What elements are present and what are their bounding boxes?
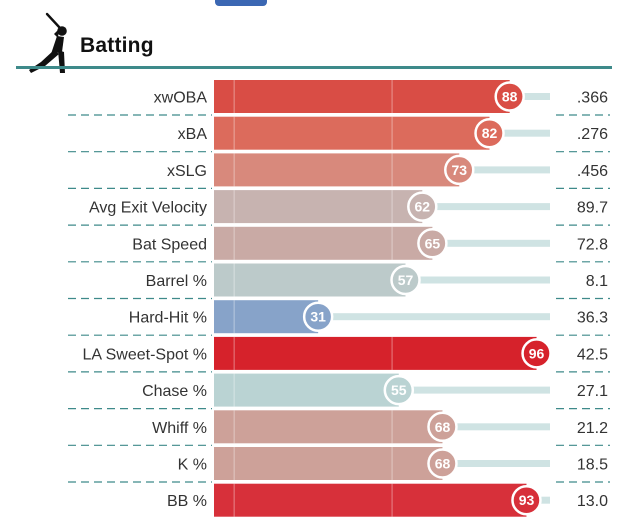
metric-value: .276 (577, 126, 608, 143)
percentile-label: 88 (502, 89, 518, 105)
percentile-label: 68 (435, 456, 451, 472)
metric-label: Avg Exit Velocity (89, 200, 207, 217)
section-title: Batting (80, 34, 154, 57)
percentile-marker (427, 448, 458, 479)
percentile-marker (474, 117, 505, 149)
percentile-label: 82 (482, 125, 498, 141)
track-bar (442, 460, 550, 467)
metric-value: .366 (577, 90, 608, 107)
percentile-marker (494, 81, 525, 112)
percentile-label: 55 (391, 382, 407, 398)
percentile-marker (383, 374, 415, 406)
percentile-bar (214, 153, 460, 187)
track-bar (398, 386, 550, 394)
metric-value: 18.5 (577, 457, 608, 474)
metric-label: xBA (178, 126, 208, 143)
percentile-label: 65 (425, 235, 441, 251)
percentile-label: 96 (529, 345, 545, 361)
track-bar (459, 166, 550, 174)
metric-value: 8.1 (586, 273, 608, 290)
track-bar (509, 93, 550, 100)
metric-label: K % (178, 457, 207, 474)
percentile-label: 68 (435, 419, 451, 435)
percentile-label: 57 (398, 272, 414, 288)
section-header: Batting (0, 0, 628, 75)
percentile-bar (214, 410, 443, 444)
metric-label: Hard-Hit % (129, 310, 207, 327)
metric-label: Bat Speed (132, 236, 207, 253)
percentile-bar (214, 226, 433, 260)
percentile-marker (511, 484, 542, 516)
metric-value: 89.7 (577, 200, 608, 217)
percentile-bar (214, 447, 443, 480)
metric-value: 21.2 (577, 420, 608, 437)
percentile-marker (390, 264, 421, 296)
percentile-marker (302, 301, 334, 332)
percentile-marker (407, 191, 438, 222)
top-tab[interactable] (215, 0, 267, 6)
track-bar (405, 276, 550, 284)
metric-label: xSLG (167, 163, 207, 180)
track-bar (432, 239, 550, 247)
metric-value: 42.5 (577, 346, 608, 363)
percentile-bar (214, 336, 537, 370)
metric-value: 36.3 (577, 310, 608, 327)
metric-label: Whiff % (152, 420, 207, 437)
track-bar (442, 423, 550, 431)
percentile-bar (214, 80, 510, 113)
percentile-bar (214, 263, 406, 297)
percentile-marker (417, 228, 448, 259)
metric-label: Chase % (142, 383, 207, 400)
percentile-marker (521, 338, 552, 369)
percentile-bar (214, 190, 423, 224)
percentile-bar (214, 483, 527, 517)
metric-value: 27.1 (577, 383, 608, 400)
metric-label: xwOBA (154, 90, 208, 107)
percentile-marker (427, 411, 458, 443)
metric-value: .456 (577, 163, 608, 180)
metric-label: Barrel % (146, 273, 207, 290)
metric-value: 13.0 (577, 493, 608, 510)
percentile-label: 73 (451, 162, 467, 178)
percentile-label: 31 (310, 309, 326, 325)
percentile-label: 62 (415, 199, 431, 215)
metric-value: 72.8 (577, 236, 608, 253)
metric-label: LA Sweet-Spot % (82, 346, 207, 363)
percentile-bar (214, 116, 490, 150)
track-bar (489, 129, 550, 137)
metric-label: BB % (167, 493, 207, 510)
track-bar (318, 313, 550, 321)
percentile-bar (214, 373, 399, 407)
percentile-label: 93 (519, 492, 535, 508)
header-rule (16, 66, 612, 69)
percentile-bar (214, 300, 319, 334)
track-bar (422, 203, 550, 211)
percentile-marker (444, 154, 475, 186)
